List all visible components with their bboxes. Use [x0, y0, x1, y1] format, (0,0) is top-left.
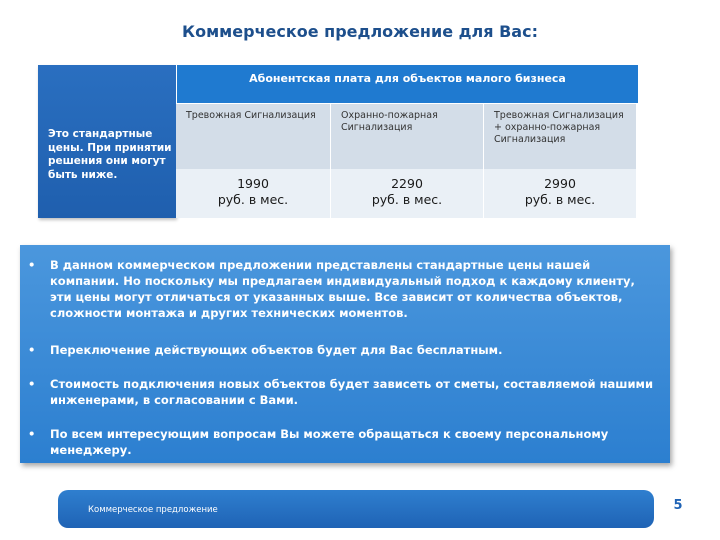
- bullet-marker: •: [28, 343, 36, 357]
- plan-label: Охранно-пожарная Сигнализация: [341, 110, 438, 133]
- plan-column-fire-security: Охранно-пожарная Сигнализация 2290 руб. …: [331, 103, 484, 218]
- terms-bullet-text: В данном коммерческом предложении предст…: [50, 258, 635, 320]
- terms-info-box: • В данном коммерческом предложении пред…: [20, 245, 670, 463]
- bullet-marker: •: [28, 427, 36, 441]
- plan-label-cell: Тревожная Сигнализация: [176, 103, 331, 169]
- terms-bullet-item: • Переключение действующих объектов буде…: [28, 342, 660, 358]
- plan-label-cell: Тревожная Сигнализация + охранно-пожарна…: [484, 103, 637, 169]
- plan-price: 1990 руб. в мес.: [217, 176, 289, 207]
- plan-column-combined: Тревожная Сигнализация + охранно-пожарна…: [484, 103, 637, 218]
- terms-bullet-item: • В данном коммерческом предложении пред…: [28, 257, 660, 321]
- plan-price-cell: 1990 руб. в мес.: [176, 169, 331, 218]
- terms-bullet-item: • Стоимость подключения новых объектов б…: [28, 376, 660, 408]
- pricing-table: Тревожная Сигнализация 1990 руб. в мес. …: [176, 103, 637, 218]
- plan-label: Тревожная Сигнализация: [186, 110, 316, 121]
- plan-label-cell: Охранно-пожарная Сигнализация: [331, 103, 484, 169]
- terms-bullet-item: • По всем интересующим вопросам Вы может…: [28, 426, 660, 458]
- pricing-table-header: Абонентская плата для объектов малого би…: [176, 65, 638, 103]
- footer-bar: Коммерческое предложение: [58, 490, 654, 528]
- bullet-marker: •: [28, 377, 36, 391]
- page-title: Коммерческое предложение для Вас:: [182, 22, 538, 41]
- plan-label: Тревожная Сигнализация + охранно-пожарна…: [494, 110, 624, 145]
- terms-bullet-text: По всем интересующим вопросам Вы можете …: [50, 427, 609, 457]
- plan-column-alarm: Тревожная Сигнализация 1990 руб. в мес.: [176, 103, 331, 218]
- terms-bullet-text: Стоимость подключения новых объектов буд…: [50, 377, 653, 407]
- footer-label: Коммерческое предложение: [88, 505, 218, 515]
- page-number: 5: [673, 498, 683, 513]
- standard-prices-note: Это стандартные цены. При принятии решен…: [48, 128, 172, 181]
- plan-price-cell: 2990 руб. в мес.: [484, 169, 637, 218]
- plan-price: 2990 руб. в мес.: [524, 176, 596, 207]
- terms-bullet-text: Переключение действующих объектов будет …: [50, 343, 503, 357]
- plan-price: 2290 руб. в мес.: [371, 176, 443, 207]
- bullet-marker: •: [28, 258, 36, 272]
- standard-prices-note-panel: Это стандартные цены. При принятии решен…: [38, 65, 176, 218]
- pricing-table-header-label: Абонентская плата для объектов малого би…: [249, 72, 566, 85]
- plan-price-cell: 2290 руб. в мес.: [331, 169, 484, 218]
